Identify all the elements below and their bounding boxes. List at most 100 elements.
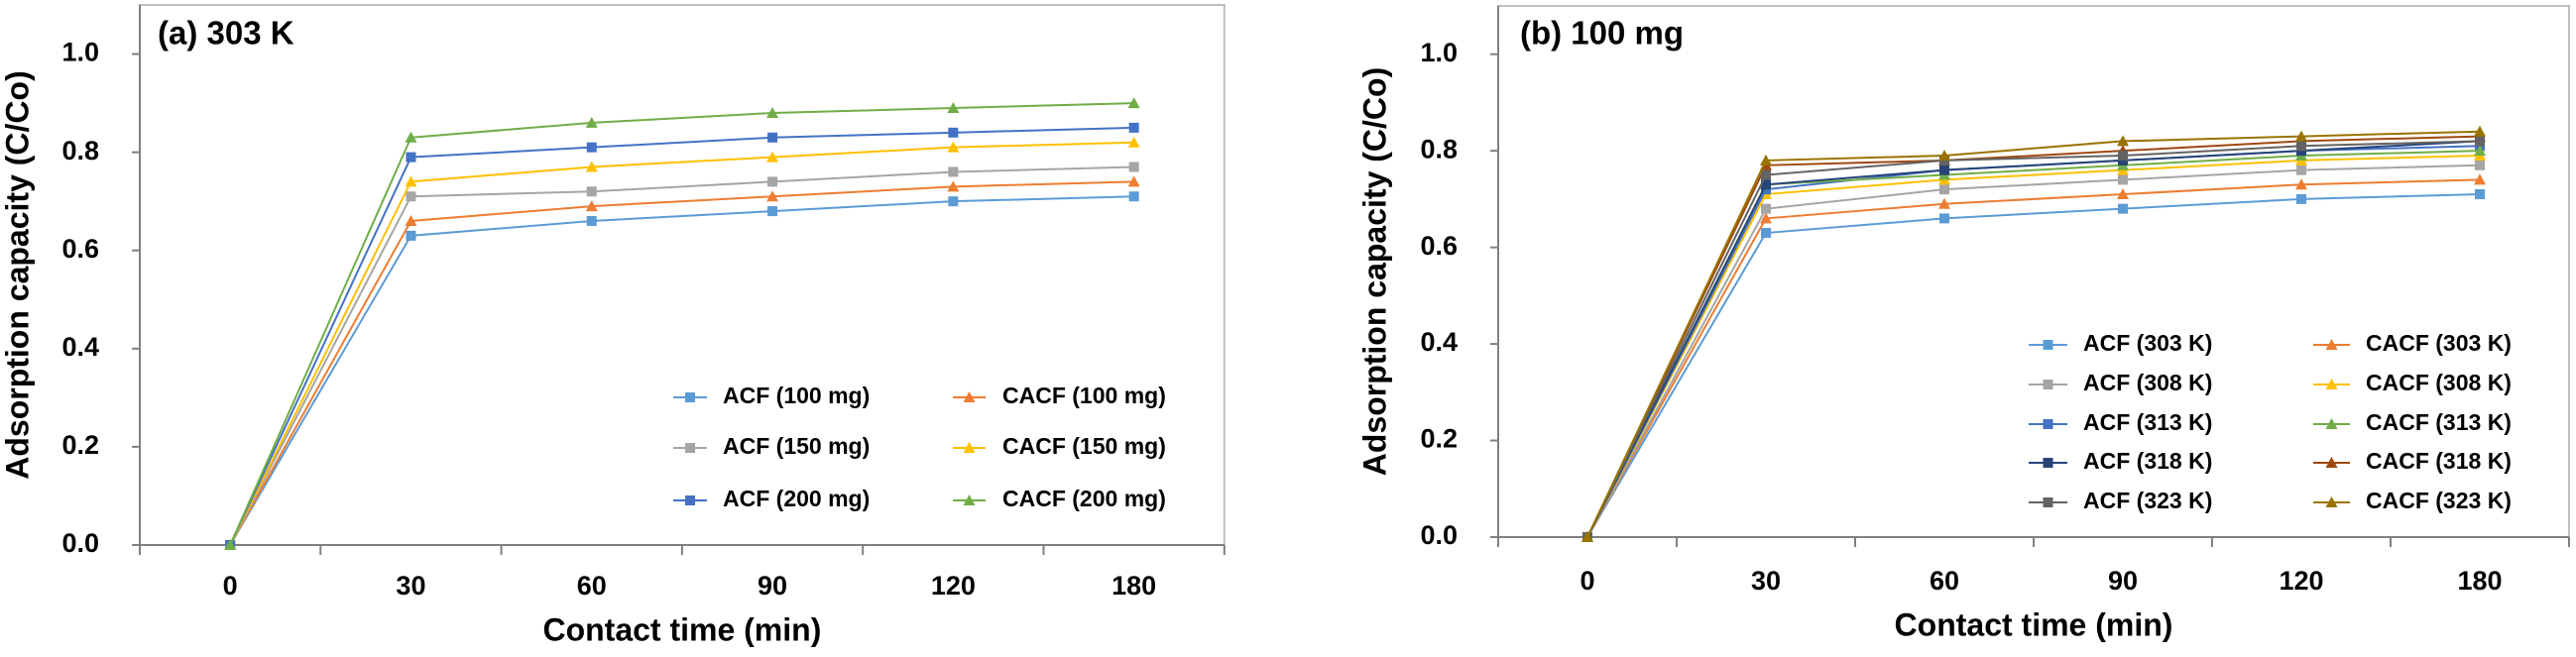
panel-title: (a) 303 K (158, 15, 294, 52)
marker (947, 102, 960, 114)
marker (2474, 125, 2486, 137)
marker (767, 132, 778, 143)
marker (1581, 531, 1593, 542)
x-tick-label: 120 (2279, 566, 2323, 596)
series-line (229, 141, 1134, 546)
marker (948, 127, 959, 138)
series-line (1586, 164, 2481, 538)
legend-marker (2043, 419, 2053, 429)
series-line (1586, 155, 2481, 538)
marker (1128, 162, 1139, 172)
y-tick-label: 0.2 (61, 430, 99, 460)
marker (1939, 184, 1949, 195)
marker (405, 175, 417, 187)
marker (2118, 174, 2128, 185)
x-tick-label: 180 (2457, 566, 2502, 596)
legend-label: CACF (318 K) (2366, 448, 2512, 474)
legend-marker (2325, 457, 2338, 468)
marker (1127, 97, 1140, 109)
series-line (1586, 135, 2481, 538)
legend-marker (963, 494, 976, 505)
marker (224, 539, 237, 550)
marker (767, 176, 778, 187)
marker (406, 230, 416, 241)
legend-label: ACF (200 mg) (723, 486, 870, 511)
marker (405, 131, 417, 143)
legend-marker (2325, 418, 2338, 429)
legend-label: CACF (323 K) (2366, 488, 2512, 513)
legend-label: ACF (100 mg) (723, 383, 870, 408)
marker (2475, 189, 2485, 200)
legend-marker (963, 391, 976, 402)
x-axis-title: Contact time (min) (1895, 606, 2173, 642)
legend-label: ACF (308 K) (2083, 370, 2212, 395)
y-tick-label: 0.0 (61, 528, 99, 558)
y-tick-label: 0.8 (61, 136, 99, 165)
legend-label: ACF (318 K) (2083, 448, 2212, 474)
marker (766, 190, 779, 202)
marker (2296, 141, 2306, 152)
series-line (1586, 145, 2481, 538)
legend-marker (2043, 340, 2053, 350)
marker (2475, 160, 2485, 170)
series-line (229, 165, 1134, 546)
x-tick-label: 90 (758, 571, 787, 601)
legend-label: CACF (200 mg) (1002, 486, 1166, 511)
marker (1128, 122, 1139, 133)
x-tick-label: 30 (396, 571, 425, 601)
legend-label: ACF (150 mg) (723, 433, 870, 459)
marker (1761, 169, 1771, 180)
marker (947, 141, 960, 153)
marker (1760, 212, 1772, 224)
legend-marker (2325, 379, 2338, 389)
series-line (1586, 140, 2481, 538)
series-line (229, 180, 1134, 546)
series-line (1586, 178, 2481, 538)
legend-marker (963, 442, 976, 453)
legend-marker (685, 392, 695, 402)
marker (2118, 203, 2128, 214)
marker (2117, 188, 2129, 200)
x-tick-label: 0 (223, 571, 238, 601)
y-axis-title: Adsorption capacity (C/Co) (0, 70, 35, 479)
legend-marker (2325, 496, 2338, 507)
marker (2475, 136, 2485, 147)
marker (1938, 197, 1950, 209)
legend-label: CACF (150 mg) (1002, 433, 1166, 459)
legend-marker (2043, 380, 2053, 389)
legend-marker (2325, 339, 2338, 350)
panel-title: (b) 100 mg (1520, 15, 1684, 52)
y-tick-label: 1.0 (61, 38, 99, 67)
marker (1939, 164, 1949, 175)
x-tick-label: 60 (577, 571, 607, 601)
y-tick-label: 0.2 (1420, 424, 1458, 454)
marker (405, 215, 417, 226)
legend-marker (2043, 497, 2053, 507)
marker (1938, 150, 1950, 162)
marker (585, 161, 598, 172)
marker (2295, 130, 2307, 142)
marker (585, 200, 598, 212)
marker (2118, 151, 2128, 162)
legend-label: CACF (308 K) (2366, 370, 2512, 395)
legend-label: CACF (100 mg) (1002, 383, 1166, 408)
x-tick-label: 60 (1930, 566, 1959, 596)
series-line (1586, 193, 2481, 538)
x-tick-label: 120 (931, 571, 976, 601)
marker (1760, 154, 1772, 165)
plot-frame (139, 4, 1226, 546)
legend-marker (2043, 458, 2053, 468)
marker (947, 180, 960, 192)
legend-label: CACF (303 K) (2366, 330, 2512, 356)
y-tick-label: 0.6 (61, 234, 99, 264)
marker (2296, 193, 2306, 204)
x-tick-label: 30 (1751, 566, 1781, 596)
y-tick-label: 0.8 (1420, 134, 1458, 164)
y-tick-label: 0.6 (1420, 231, 1458, 261)
y-tick-label: 0.0 (1420, 520, 1458, 550)
y-tick-label: 0.4 (1420, 327, 1458, 357)
marker (585, 116, 598, 128)
y-tick-label: 0.4 (61, 332, 99, 362)
series-line (229, 102, 1134, 546)
